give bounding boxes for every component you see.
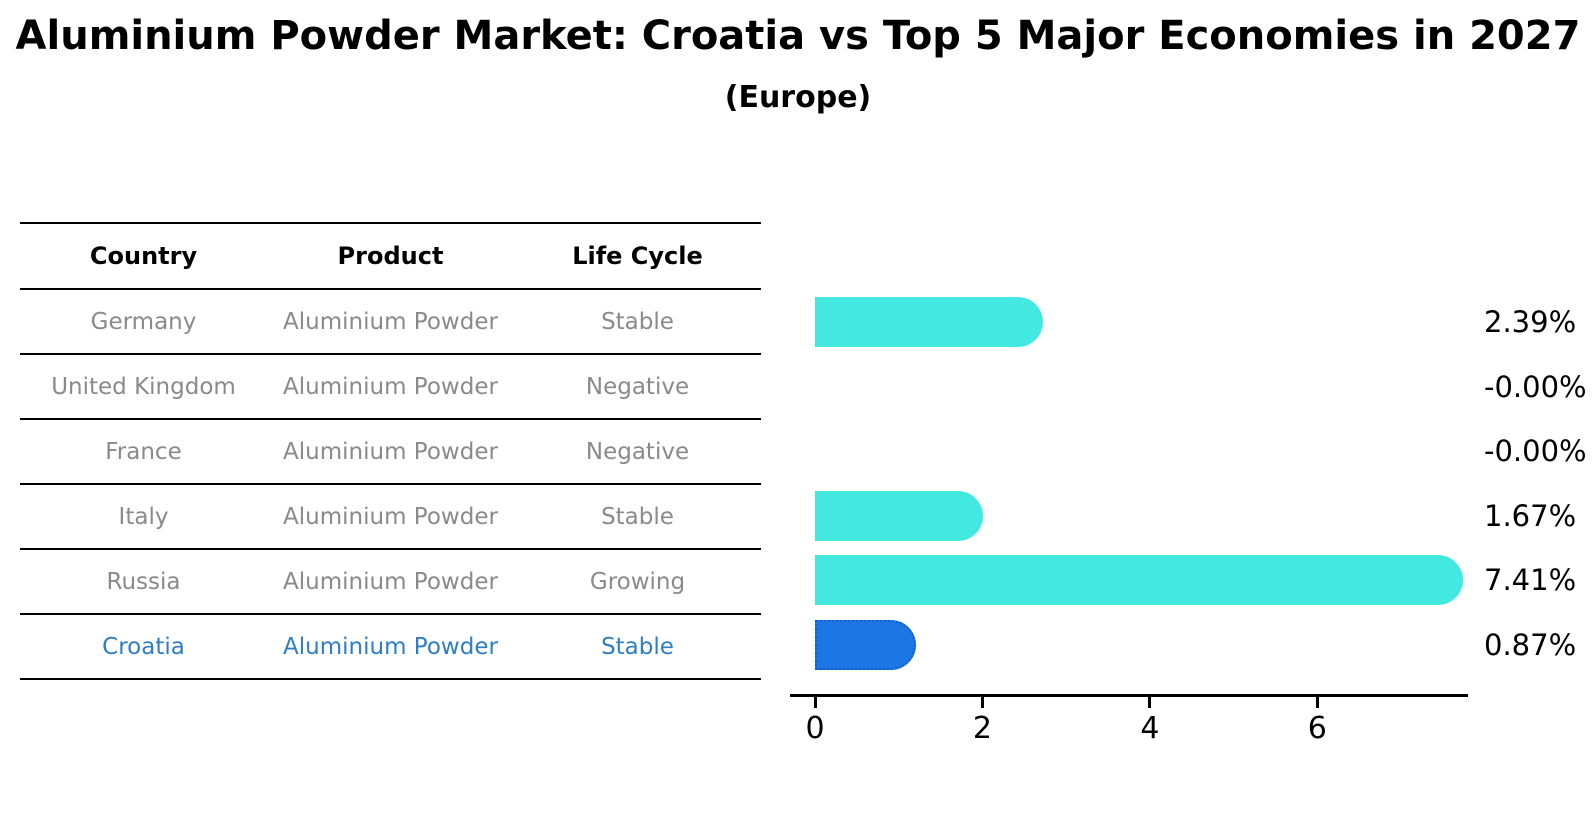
cell-country: France [105, 438, 182, 465]
cell-life-cycle: Stable [601, 633, 674, 660]
tick-mark [813, 697, 817, 708]
cell-product: Aluminium Powder [283, 308, 498, 335]
value-label-united-kingdom: -0.00% [1484, 369, 1587, 404]
x-axis-ticks: 0 2 4 6 [805, 697, 1468, 752]
cell-life-cycle: Growing [589, 568, 686, 595]
column-header-product: Product [337, 242, 444, 270]
x-tick-label-6: 6 [1307, 711, 1327, 746]
bar-row-italy: 1.67% [815, 484, 1576, 549]
cell-country: Germany [90, 308, 197, 335]
x-tick-label-4: 4 [1140, 711, 1160, 746]
x-tick-label-2: 2 [972, 711, 992, 746]
cell-product: Aluminium Powder [283, 373, 498, 400]
cell-life-cycle: Negative [585, 438, 690, 465]
value-label-croatia: 0.87% [1484, 627, 1577, 662]
table-row-croatia: Croatia Aluminium Powder Stable [20, 615, 761, 680]
value-label-germany: 2.39% [1484, 305, 1577, 340]
column-header-life-cycle: Life Cycle [572, 242, 703, 270]
column-header-country: Country [89, 242, 198, 270]
bar-row-croatia: 0.87% [815, 613, 1576, 678]
bar-germany [815, 297, 1044, 347]
bar-row-russia: 7.41% [815, 548, 1576, 613]
value-label-france: -0.00% [1484, 434, 1587, 469]
bar-italy [815, 490, 983, 541]
cell-life-cycle: Negative [585, 373, 690, 400]
bar-russia [815, 555, 1464, 605]
country-table: Country Product Life Cycle Germany Alumi… [20, 222, 761, 680]
chart-title: Aluminium Powder Market: Croatia vs Top … [15, 13, 1581, 59]
cell-country: Croatia [102, 633, 185, 660]
tick-mark [1148, 697, 1152, 708]
cell-country: Russia [106, 568, 181, 595]
cell-country: United Kingdom [51, 373, 236, 400]
cell-product: Aluminium Powder [283, 438, 498, 465]
value-label-russia: 7.41% [1484, 563, 1577, 598]
cell-product: Aluminium Powder [283, 633, 498, 660]
tick-mark [980, 697, 984, 708]
table-header-row: Country Product Life Cycle [20, 224, 761, 290]
cell-life-cycle: Stable [601, 308, 674, 335]
tick-mark [1315, 697, 1319, 708]
table-row-france: France Aluminium Powder Negative [20, 420, 761, 485]
table-row-germany: Germany Aluminium Powder Stable [20, 290, 761, 355]
chart-subtitle: (Europe) [724, 80, 872, 115]
cell-life-cycle: Stable [601, 503, 674, 530]
cell-product: Aluminium Powder [283, 503, 498, 530]
bar-row-united-kingdom: -0.00% [815, 355, 1587, 420]
table-row-russia: Russia Aluminium Powder Growing [20, 550, 761, 615]
table-row-united-kingdom: United Kingdom Aluminium Powder Negative [20, 355, 761, 420]
value-label-italy: 1.67% [1484, 498, 1577, 533]
table-row-italy: Italy Aluminium Powder Stable [20, 485, 761, 550]
x-axis-line [790, 694, 1468, 697]
bar-row-france: -0.00% [815, 419, 1587, 484]
bar-row-germany: 2.39% [815, 290, 1576, 355]
x-tick-label-0: 0 [805, 711, 825, 746]
cell-country: Italy [118, 503, 169, 530]
bar-plot-area: 2.39% -0.00% -0.00% 1.67% 7.41% 0.87% [815, 290, 1587, 678]
cell-product: Aluminium Powder [283, 568, 498, 595]
bar-croatia-highlighted [815, 619, 916, 670]
